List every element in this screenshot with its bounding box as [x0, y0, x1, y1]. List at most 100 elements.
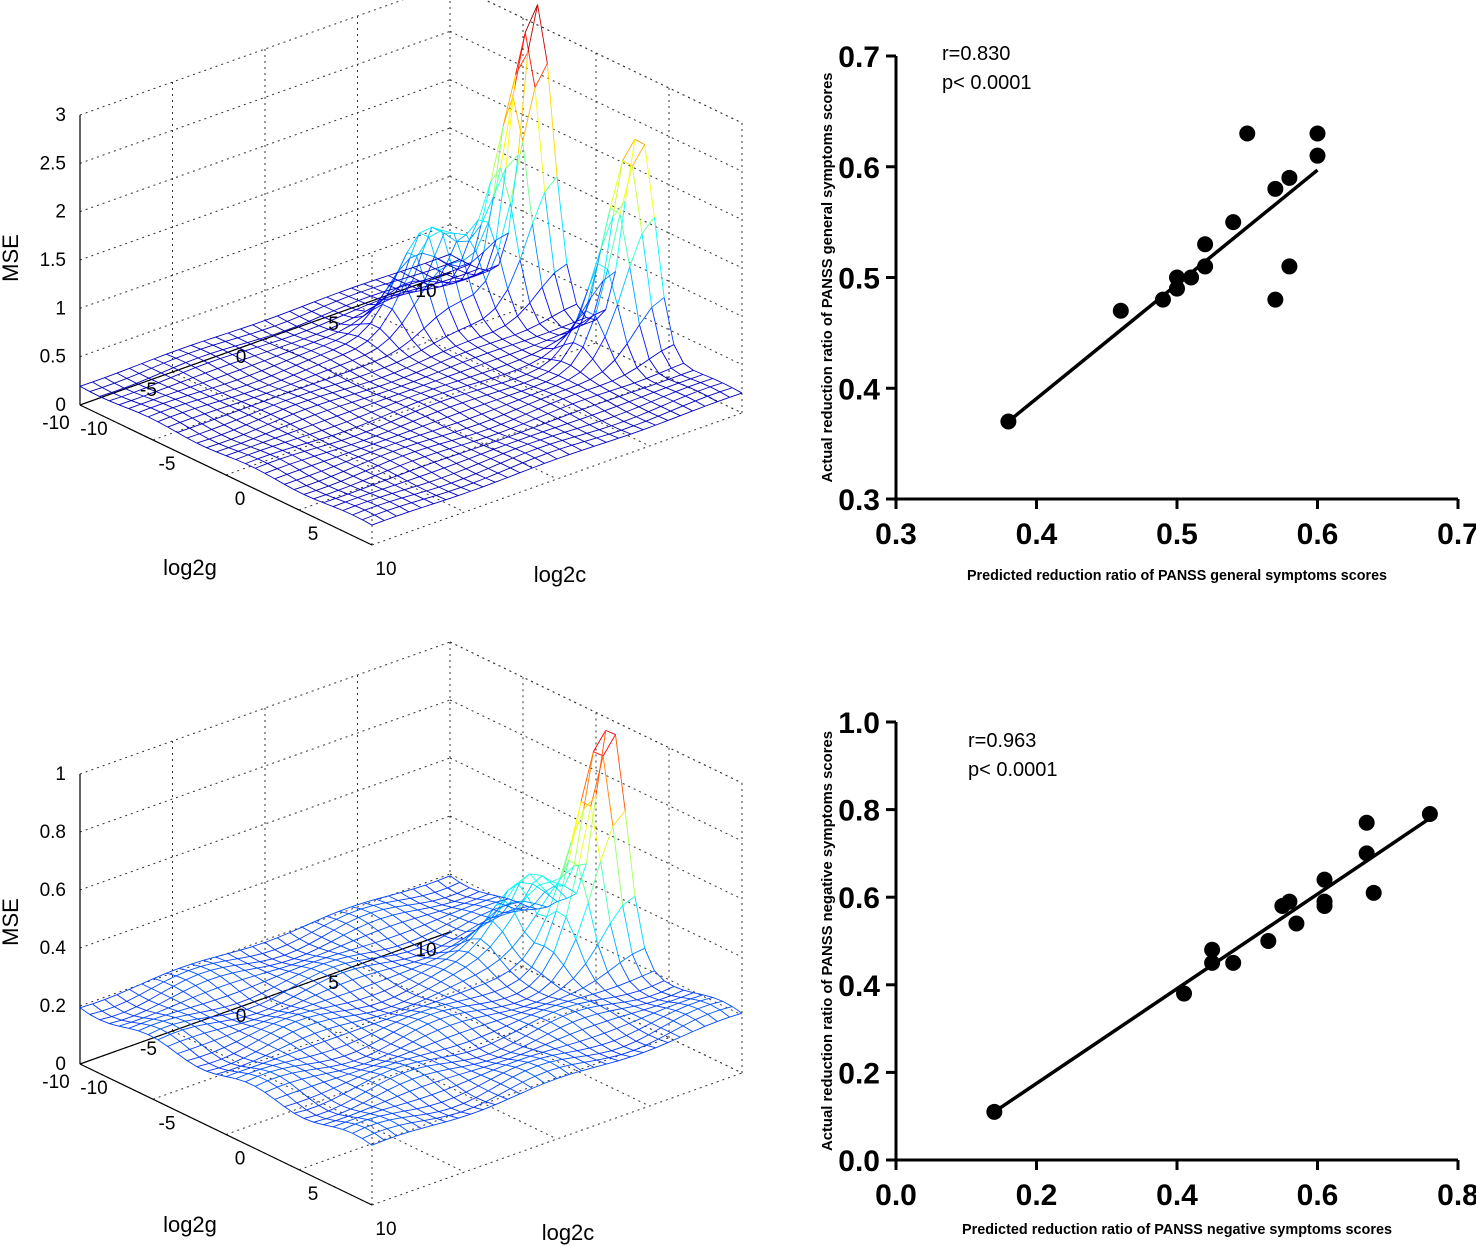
mesh-line: [378, 421, 392, 428]
mesh-line: [302, 418, 313, 426]
mesh-line: [336, 300, 347, 306]
mesh-line: [118, 1021, 132, 1027]
mesh-line: [270, 408, 284, 415]
mesh-line: [253, 1055, 266, 1062]
mesh-line: [685, 390, 699, 397]
mesh-line: [151, 367, 162, 374]
mesh-line: [675, 391, 686, 397]
c-tick-label: 10: [375, 1219, 396, 1240]
mesh-line: [210, 969, 221, 977]
mesh-line: [271, 958, 283, 964]
mesh-line: [442, 388, 456, 394]
mesh-line: [326, 1028, 338, 1038]
mesh-line: [626, 411, 637, 418]
mesh-line: [182, 408, 196, 413]
mesh-line: [633, 1049, 644, 1054]
mesh-line: [315, 994, 326, 1001]
mesh-line: [186, 433, 200, 439]
mesh-line: [387, 272, 398, 295]
mesh-line: [212, 1006, 225, 1011]
mesh-line: [325, 995, 338, 1001]
mesh-line: [299, 424, 313, 430]
mesh-line: [527, 443, 538, 449]
mesh-line: [541, 875, 555, 887]
mesh-line: [384, 1101, 395, 1107]
mesh-line: [618, 433, 632, 439]
mesh-line: [508, 898, 519, 903]
mesh-line: [389, 925, 401, 935]
mesh-line: [182, 1029, 193, 1038]
mesh-line: [478, 419, 492, 425]
mesh-line: [355, 1080, 369, 1088]
mesh-line: [245, 419, 259, 426]
mesh-line: [295, 359, 309, 366]
mesh-line: [402, 1029, 416, 1038]
mesh-line: [661, 986, 675, 993]
mesh-line: [248, 409, 262, 416]
mesh-line: [404, 442, 418, 448]
mesh-line: [396, 356, 410, 363]
mesh-line: [314, 921, 325, 927]
mesh-line: [540, 1017, 551, 1023]
mesh-line: [200, 966, 211, 971]
mesh-line: [660, 406, 671, 412]
mesh-line: [308, 971, 322, 979]
mesh-line: [468, 453, 482, 460]
mesh-line: [503, 414, 514, 420]
mesh-line: [382, 954, 395, 958]
mesh-line: [423, 380, 436, 386]
mesh-line: [233, 1046, 247, 1054]
mesh-line: [438, 951, 449, 954]
mesh-line: [323, 1120, 336, 1126]
mesh-line: [312, 1003, 323, 1009]
mesh-line: [249, 370, 262, 376]
mesh-line: [323, 300, 337, 307]
mesh-line: [665, 382, 679, 389]
mesh-line: [448, 491, 459, 496]
mesh-line: [266, 392, 277, 398]
mesh-line: [406, 983, 420, 992]
mesh-line: [258, 1004, 270, 1010]
mesh-line: [468, 914, 482, 923]
mesh-line: [477, 389, 488, 396]
mesh-line: [460, 1106, 474, 1113]
mesh-line: [687, 1000, 701, 1006]
mesh-line: [574, 393, 586, 400]
mesh-line: [461, 444, 472, 451]
mesh-line: [456, 240, 469, 243]
mesh-line: [310, 968, 321, 973]
mesh-line: [335, 333, 349, 341]
mesh-line: [633, 425, 644, 431]
mesh-line: [377, 968, 390, 973]
mesh-line: [284, 1061, 295, 1067]
grid-line: [484, 0, 743, 124]
mesh-line: [539, 439, 551, 445]
mesh-line: [614, 996, 625, 1003]
mesh-line: [456, 1079, 469, 1086]
mesh-line: [498, 1051, 512, 1058]
mesh-line: [281, 334, 295, 340]
mesh-line: [231, 438, 242, 444]
mesh-line: [321, 425, 335, 431]
mesh-line: [114, 1006, 125, 1013]
mesh-line: [510, 462, 523, 469]
mesh-line: [682, 1019, 696, 1027]
mesh-line: [294, 330, 307, 336]
mesh-line: [397, 257, 411, 273]
mesh-line: [521, 1007, 534, 1013]
mesh-line: [307, 439, 320, 444]
mesh-line: [498, 428, 512, 434]
mesh-line: [379, 1115, 390, 1121]
mesh-line: [180, 1002, 191, 1008]
mesh-line: [251, 986, 262, 994]
mesh-line: [522, 1081, 533, 1089]
mesh-line: [334, 421, 347, 427]
mesh-line: [358, 300, 369, 305]
mesh-line: [266, 347, 280, 353]
data-point: [1197, 236, 1214, 253]
mesh-line: [343, 1050, 357, 1057]
mesh-line: [575, 389, 588, 395]
mesh-line: [406, 476, 420, 482]
mesh-line: [702, 994, 713, 998]
mesh-line: [562, 398, 573, 405]
